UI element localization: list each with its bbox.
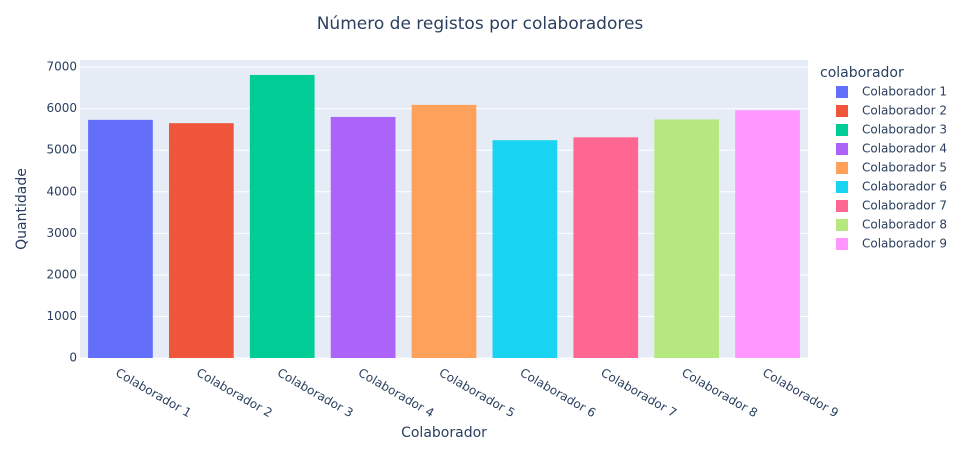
x-axis-label: Colaborador (401, 425, 487, 441)
bar (573, 137, 639, 358)
x-tick-label: Colaborador 2 (194, 366, 275, 421)
y-tick-label: 7000 (46, 60, 77, 74)
x-tick-label: Colaborador 4 (356, 366, 437, 421)
y-tick-label: 5000 (46, 143, 77, 157)
bar (249, 74, 315, 358)
x-tick-label: Colaborador 3 (275, 366, 356, 421)
legend-label: Colaborador 9 (862, 237, 947, 251)
legend-label: Colaborador 2 (862, 104, 947, 118)
legend-swatch (836, 219, 848, 231)
x-tick-label: Colaborador 7 (599, 366, 680, 421)
y-tick-label: 6000 (46, 101, 77, 115)
legend-title: colaborador (820, 65, 904, 81)
legend-label: Colaborador 5 (862, 161, 947, 175)
legend-label: Colaborador 6 (862, 180, 947, 194)
legend-swatch (836, 200, 848, 212)
legend-swatch (836, 162, 848, 174)
legend-swatch (836, 238, 848, 250)
chart-title: Número de registos por colaboradores (317, 14, 644, 34)
legend-swatch (836, 105, 848, 117)
x-tick-label: Colaborador 8 (679, 366, 760, 421)
y-tick-label: 0 (69, 351, 77, 365)
bar (330, 116, 396, 358)
legend-swatch (836, 143, 848, 155)
x-tick-label: Colaborador 6 (518, 366, 599, 421)
legend-swatch (836, 86, 848, 98)
y-axis-label: Quantidade (14, 168, 30, 250)
legend-label: Colaborador 7 (862, 199, 947, 213)
legend-label: Colaborador 1 (862, 85, 947, 99)
y-tick-label: 2000 (46, 267, 77, 281)
bar (654, 119, 720, 359)
bar (735, 110, 800, 358)
bar (411, 104, 477, 359)
x-tick-label: Colaborador 1 (113, 366, 194, 421)
bar (168, 123, 234, 358)
bar (492, 140, 558, 358)
x-tick-label: Colaborador 9 (760, 366, 841, 421)
bar (88, 119, 153, 359)
y-tick-label: 4000 (46, 184, 77, 198)
legend-label: Colaborador 8 (862, 218, 947, 232)
legend-label: Colaborador 4 (862, 142, 947, 156)
y-tick-label: 1000 (46, 309, 77, 323)
legend-swatch (836, 124, 848, 136)
legend-swatch (836, 181, 848, 193)
legend-label: Colaborador 3 (862, 123, 947, 137)
x-tick-label: Colaborador 5 (437, 366, 518, 421)
y-tick-label: 3000 (46, 226, 77, 240)
